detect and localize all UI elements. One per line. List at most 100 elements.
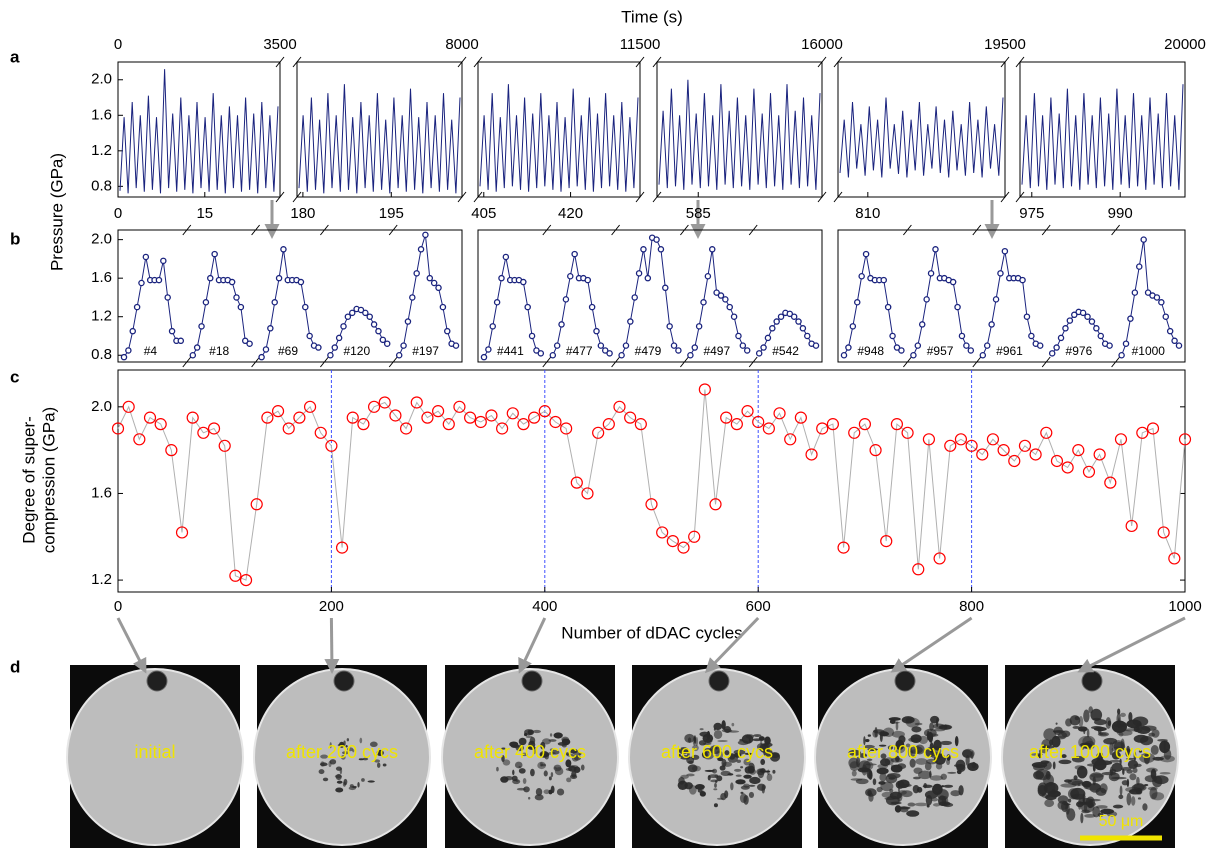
- cycle-point: [430, 279, 438, 287]
- axis-break: [611, 356, 620, 368]
- cycle-point: [804, 332, 811, 340]
- defect: [707, 775, 711, 781]
- defect: [713, 803, 718, 808]
- arrow: [704, 616, 760, 674]
- data-point: [282, 422, 295, 435]
- defect: [1150, 745, 1159, 755]
- defect: [740, 766, 744, 769]
- cycle-point: [640, 246, 647, 253]
- defect: [561, 736, 570, 743]
- defect: [553, 732, 563, 739]
- defect: [1120, 766, 1132, 771]
- data-point: [634, 418, 647, 431]
- axis-break: [833, 191, 843, 203]
- defect: [724, 750, 730, 756]
- data-point: [997, 444, 1010, 457]
- defect: [514, 761, 523, 769]
- defect: [708, 774, 719, 779]
- defect: [954, 736, 959, 747]
- cycle-point: [125, 347, 132, 354]
- curve-label: #477: [566, 344, 593, 358]
- defect: [699, 731, 710, 737]
- defect: [914, 802, 928, 807]
- defect: [879, 772, 887, 782]
- arrow: [324, 617, 340, 674]
- curve-label: #497: [703, 344, 730, 358]
- data-point: [239, 573, 253, 587]
- defect: [335, 766, 342, 771]
- panel-label: c: [10, 367, 19, 386]
- defect: [501, 747, 506, 750]
- defect: [962, 748, 975, 759]
- cycle-point: [362, 309, 369, 317]
- cycle-point: [262, 346, 270, 353]
- defect: [868, 770, 873, 780]
- axis-break: [817, 191, 827, 203]
- data-point: [549, 415, 562, 429]
- data-point: [186, 411, 199, 424]
- defect: [1113, 741, 1126, 752]
- defect: [1143, 752, 1150, 765]
- cycle-point: [764, 334, 772, 342]
- defect: [899, 806, 909, 813]
- curve-label: #961: [996, 344, 1023, 358]
- cycle-point: [708, 246, 716, 253]
- defect: [328, 760, 332, 768]
- defect: [1080, 812, 1084, 824]
- cycle-point: [233, 294, 240, 301]
- defect: [735, 774, 742, 777]
- cycle-point: [1127, 315, 1134, 322]
- data-point: [314, 426, 327, 439]
- cycle-point: [923, 296, 930, 303]
- data-point: [1040, 426, 1053, 439]
- axis-break: [1015, 191, 1025, 203]
- defect: [1131, 796, 1136, 806]
- data-point: [1157, 526, 1170, 539]
- axis-break: [388, 356, 398, 368]
- defect: [865, 738, 870, 743]
- cycle-point: [627, 318, 634, 325]
- axis-break: [635, 191, 645, 203]
- defect: [369, 741, 378, 748]
- cycle-point: [344, 313, 352, 320]
- pressure-trace: [658, 79, 821, 190]
- defect: [933, 739, 942, 751]
- defect: [1149, 787, 1158, 800]
- defect: [1126, 778, 1130, 788]
- cycle-point: [417, 246, 425, 253]
- cycle-point: [533, 347, 540, 354]
- cycle-point: [717, 292, 725, 299]
- defect: [866, 758, 873, 762]
- cycle-point: [452, 342, 460, 349]
- defect: [694, 783, 705, 790]
- defect: [1052, 761, 1056, 770]
- defect: [890, 764, 895, 769]
- plot-frame: [837, 61, 1006, 198]
- defect: [867, 734, 871, 737]
- defect: [691, 765, 702, 772]
- x-tick-label: 800: [959, 598, 984, 615]
- cycle-point: [302, 303, 309, 311]
- data-point: [1029, 448, 1042, 461]
- cycle-point: [858, 272, 865, 280]
- defect: [1136, 726, 1151, 735]
- defect: [367, 780, 375, 783]
- curve-label: #948: [857, 344, 884, 358]
- defect: [543, 789, 551, 795]
- cycle-point: [315, 344, 322, 351]
- cycle-point: [306, 332, 313, 340]
- defect: [547, 751, 556, 755]
- cycle-point: [997, 270, 1004, 277]
- defect: [542, 738, 551, 745]
- defect: [905, 717, 912, 723]
- cycle-point: [893, 344, 901, 351]
- defect: [688, 785, 697, 795]
- axis-break: [903, 224, 912, 236]
- cycle-point: [198, 323, 205, 330]
- data-point: [570, 476, 583, 489]
- defect: [336, 780, 343, 784]
- data-point: [367, 400, 381, 413]
- defect: [749, 776, 761, 785]
- cycle-point: [1079, 309, 1087, 317]
- data-point: [229, 569, 242, 582]
